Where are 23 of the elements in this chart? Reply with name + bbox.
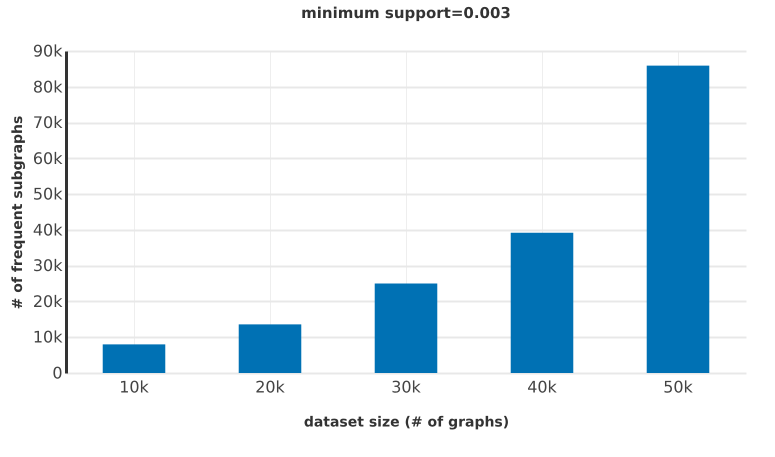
y-tick-label: 50k — [32, 184, 64, 204]
x-tick-label: 20k — [255, 378, 286, 396]
y-tick-label: 0 — [52, 364, 62, 382]
x-tick-label: 10k — [119, 378, 150, 396]
y-tick-label: 40k — [32, 220, 64, 240]
x-tick-label: 30k — [391, 378, 422, 396]
y-tick-label: 20k — [32, 292, 64, 311]
bar — [646, 66, 710, 373]
y-tick-label: 80k — [32, 77, 64, 96]
y-tick-label: 70k — [32, 113, 64, 132]
bar — [374, 284, 438, 373]
y-axis-title: # of frequent subgraphs — [10, 116, 26, 310]
x-tick-label: 50k — [663, 378, 694, 396]
x-tick-label: 40k — [527, 378, 558, 396]
chart-title: minimum support=0.003 — [301, 4, 511, 22]
y-tick-label: 90k — [32, 42, 64, 60]
bar — [102, 344, 166, 373]
x-axis-title: dataset size (# of graphs) — [304, 414, 510, 430]
y-tick-label: 60k — [32, 148, 64, 168]
bar — [510, 232, 574, 373]
bar — [238, 324, 302, 373]
y-tick-label: 30k — [32, 256, 64, 276]
y-tick-label: 10k — [32, 328, 64, 347]
